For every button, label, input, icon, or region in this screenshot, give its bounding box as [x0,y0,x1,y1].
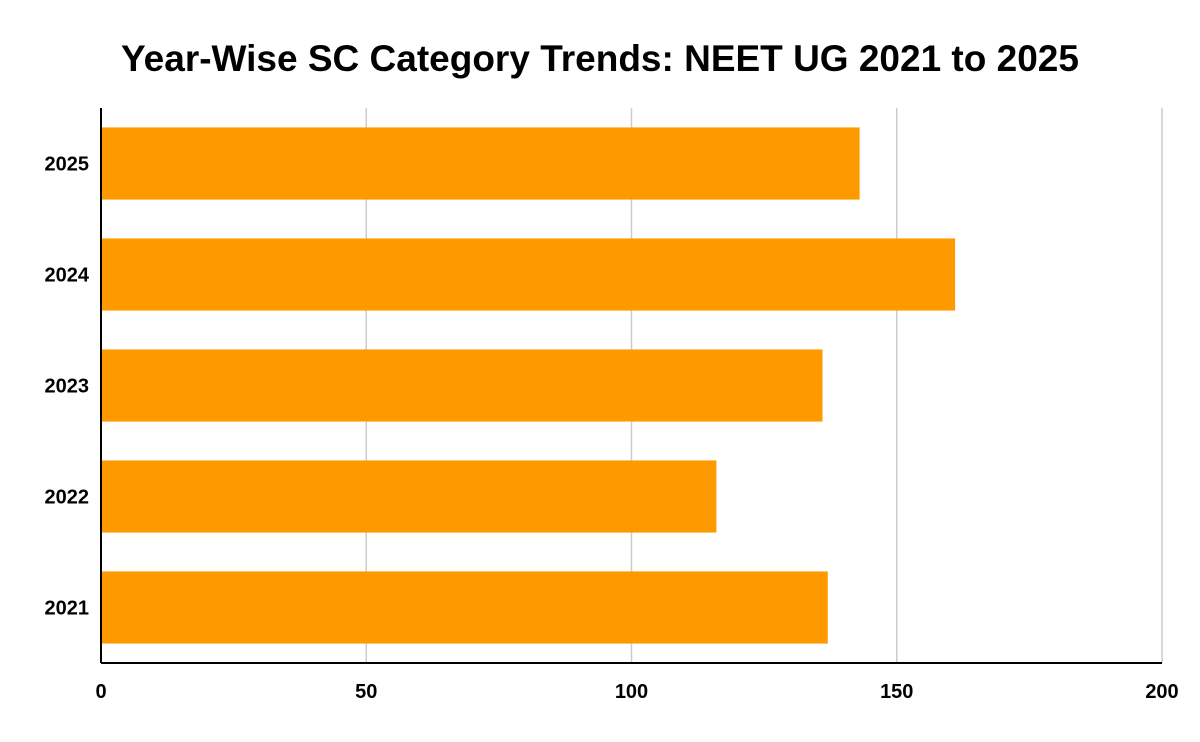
bars [101,127,956,644]
bar-2023 [101,349,823,422]
y-tick-labels: 2025 2024 2023 2022 2021 [45,154,90,620]
chart-title: Year-Wise SC Category Trends: NEET UG 20… [121,38,1079,79]
x-tick-label-200: 200 [1145,681,1178,703]
axes [100,108,1162,664]
y-tick-label-2024: 2024 [45,265,90,287]
bar-2021 [101,571,828,644]
x-tick-label-0: 0 [95,681,106,703]
x-tick-labels: 0 50 100 150 200 [95,681,1178,703]
x-tick-label-150: 150 [880,681,913,703]
bar-2024 [101,238,956,311]
x-tick-label-50: 50 [355,681,377,703]
y-tick-label-2021: 2021 [45,598,90,620]
y-tick-label-2022: 2022 [45,487,90,509]
x-tick-label-100: 100 [615,681,648,703]
bar-2025 [101,127,860,200]
y-tick-label-2023: 2023 [45,376,90,398]
bar-2022 [101,460,717,533]
y-tick-label-2025: 2025 [45,154,90,176]
